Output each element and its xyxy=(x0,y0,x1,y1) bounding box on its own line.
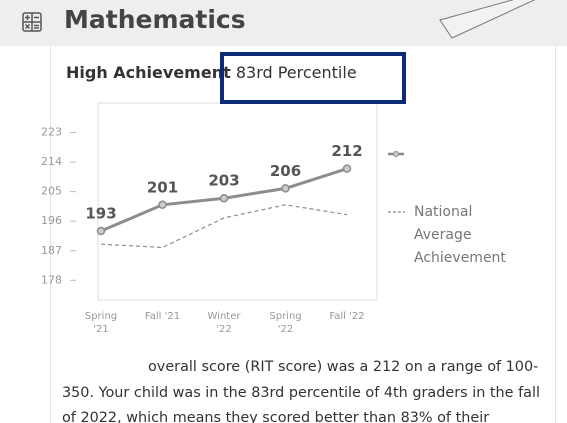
plot-frame xyxy=(97,102,378,301)
national-line xyxy=(100,204,348,249)
y-tick-label: 205 xyxy=(41,185,62,198)
data-label: 206 xyxy=(270,162,301,180)
x-tick-label: Winter '22 xyxy=(207,311,241,335)
data-label: 193 xyxy=(85,205,116,223)
data-label: 203 xyxy=(208,172,239,190)
point xyxy=(96,226,106,236)
highlight-box xyxy=(220,52,406,104)
y-tick-label: 214 xyxy=(41,155,62,168)
point xyxy=(342,164,352,173)
data-label: 201 xyxy=(147,178,178,196)
legend-label: National Average Achievement xyxy=(414,204,506,266)
y-tick-label: 178 xyxy=(41,273,62,286)
point xyxy=(219,193,229,203)
point xyxy=(158,200,167,210)
chart-heading: High Achievement 83rd Percentile xyxy=(66,63,357,82)
panel xyxy=(50,46,556,423)
calculator-icon xyxy=(22,12,42,32)
point xyxy=(281,184,290,193)
legend-swatch xyxy=(393,151,399,157)
chart-subtitle: 83rd Percentile xyxy=(235,63,357,82)
body-text: overall score (RIT score) was a 212 on a… xyxy=(62,359,540,423)
data-label: 212 xyxy=(331,142,362,160)
x-tick-label: Spring '22 xyxy=(269,311,302,335)
x-tick-label: Spring '21 xyxy=(84,311,118,335)
y-tick-label: 196 xyxy=(41,214,62,227)
decoration xyxy=(439,0,536,39)
chart-title: High Achievement xyxy=(66,63,231,82)
x-tick-label: Fall '22 xyxy=(329,311,365,322)
section-title: Mathematics xyxy=(64,5,246,34)
y-tick-label: 187 xyxy=(41,244,62,257)
x-tick-label: Fall '21 xyxy=(144,311,181,322)
y-tick-label: 223 xyxy=(41,126,62,139)
